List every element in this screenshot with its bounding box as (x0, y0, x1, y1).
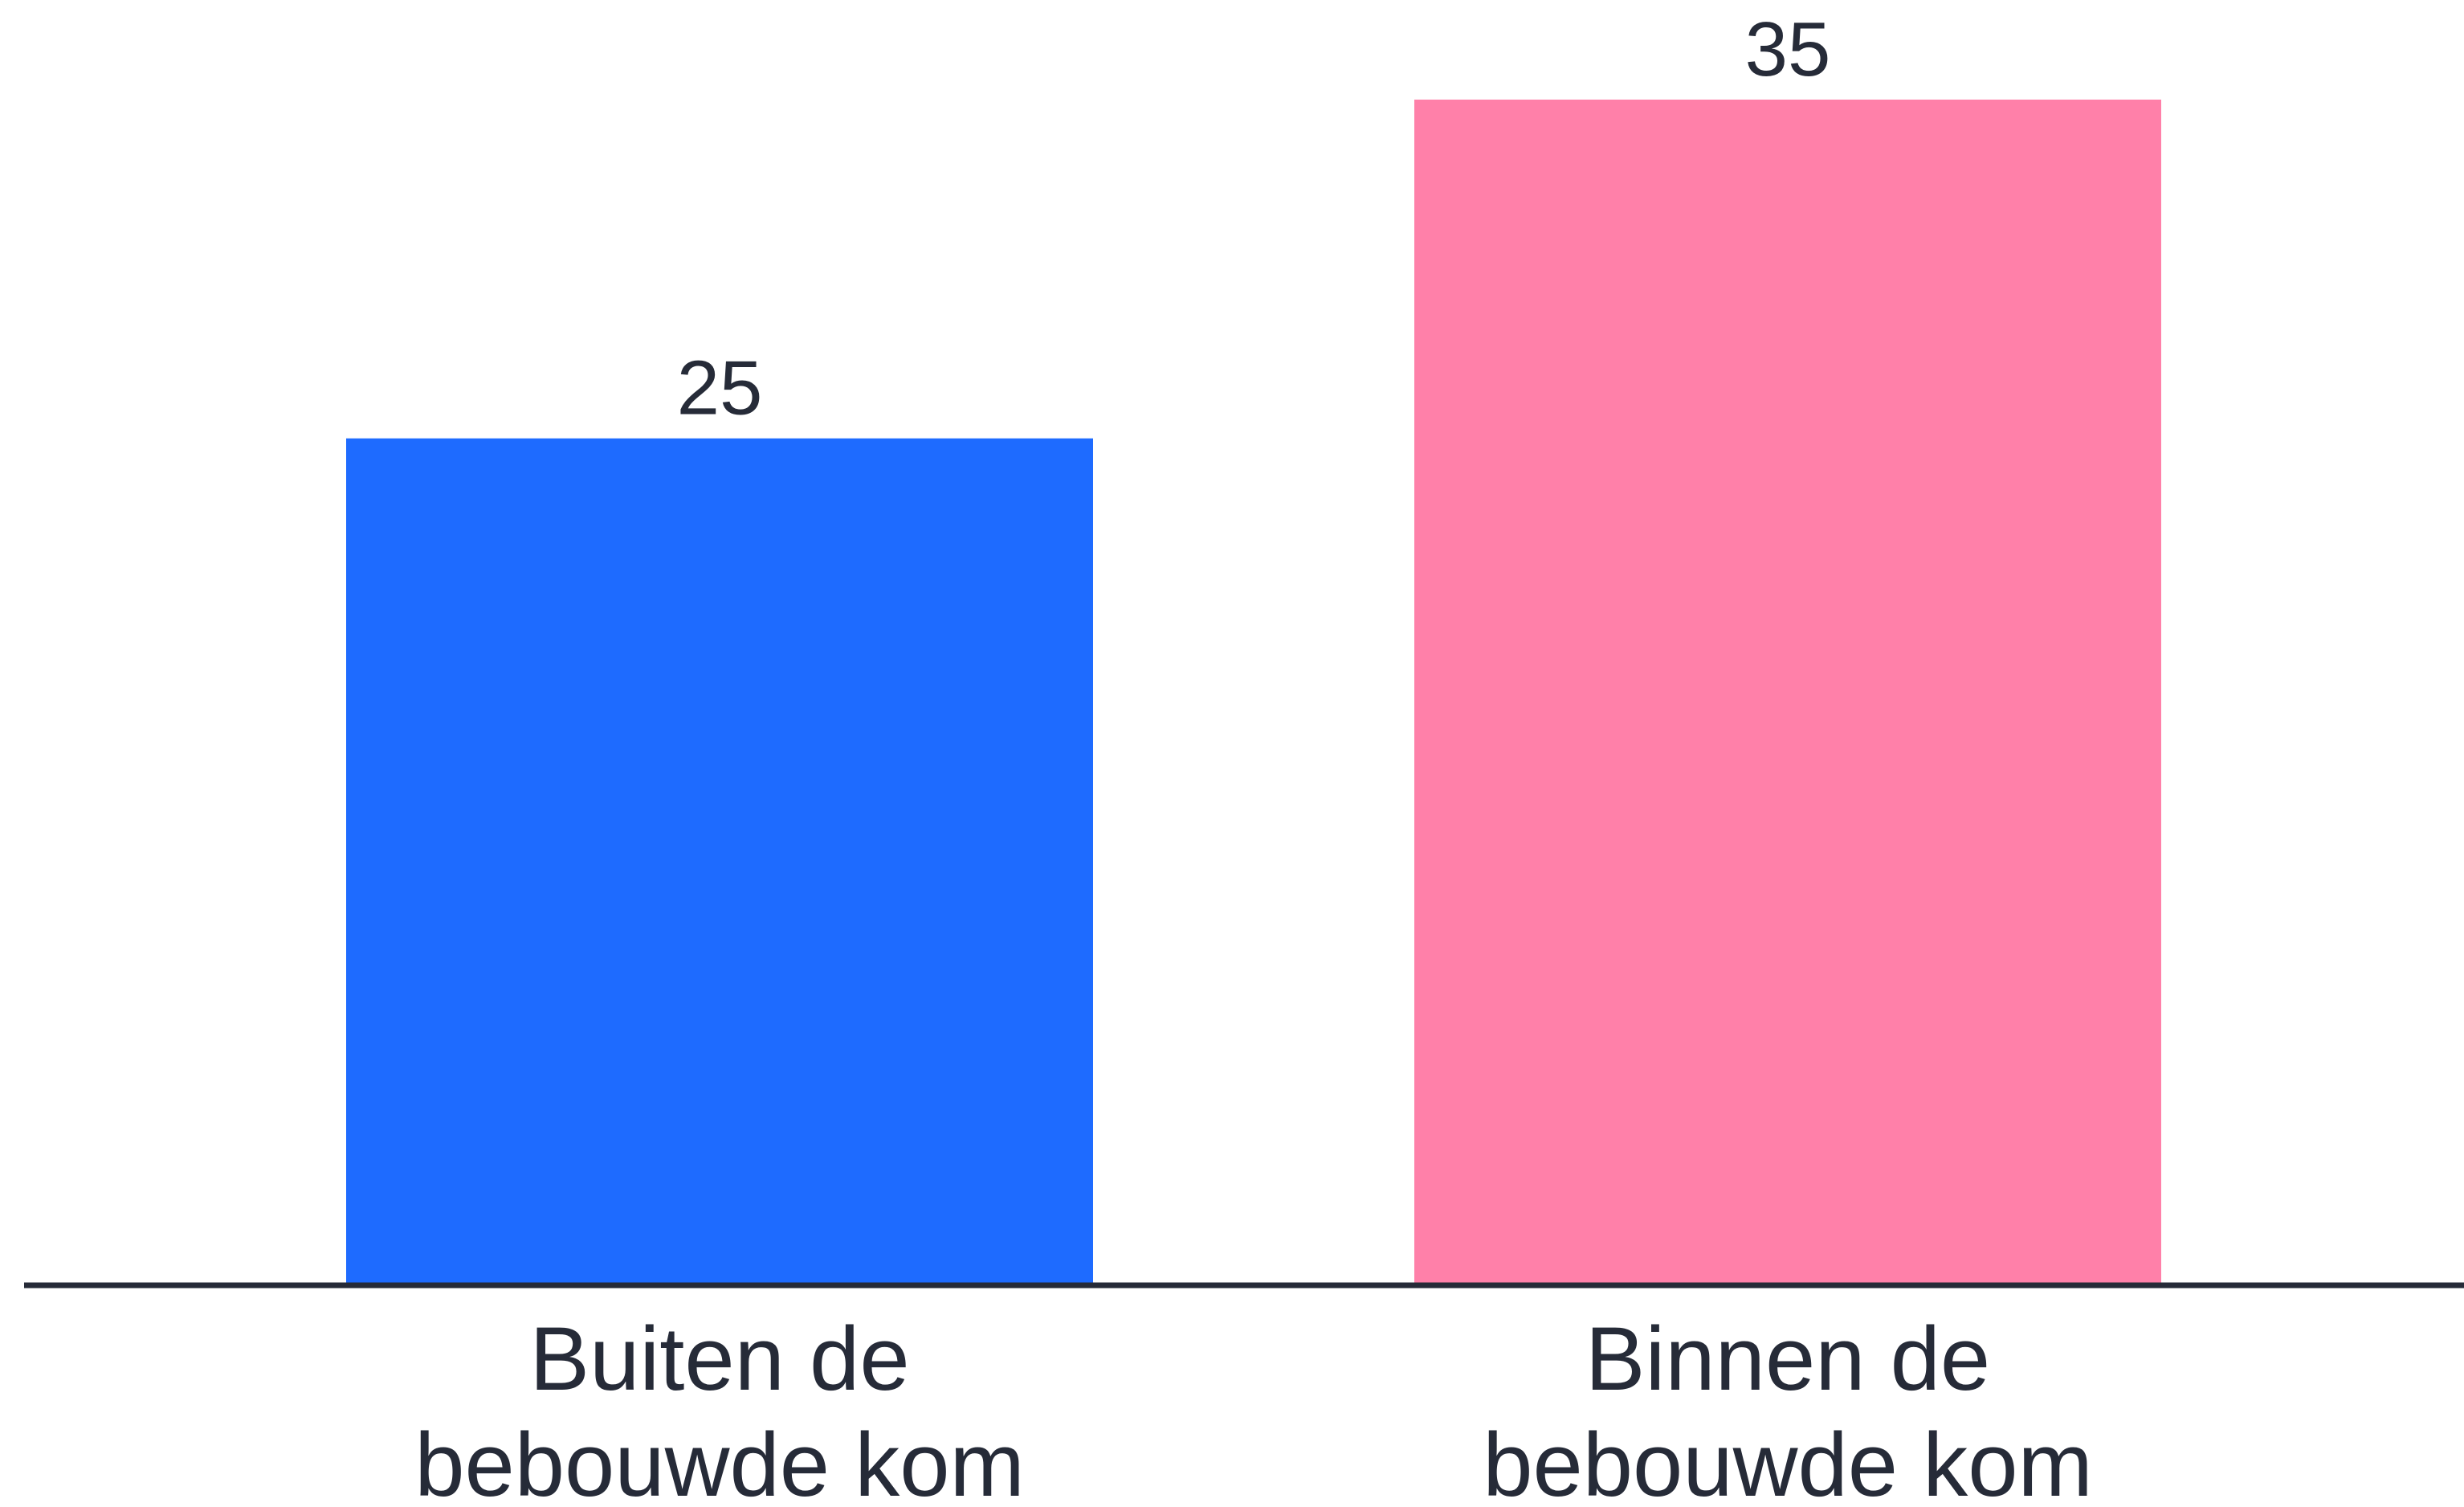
category-label-2-line-1: Binnen de (1585, 1309, 1990, 1409)
bar-1 (346, 438, 1093, 1285)
bar-2 (1414, 100, 2161, 1285)
category-label-1-line-1: Buiten de (529, 1309, 909, 1409)
value-label-1: 25 (677, 345, 763, 431)
category-label-2-line-2: bebouwde kom (1483, 1415, 2093, 1507)
value-label-2: 35 (1745, 6, 1831, 92)
category-label-1-line-2: bebouwde kom (414, 1415, 1025, 1507)
